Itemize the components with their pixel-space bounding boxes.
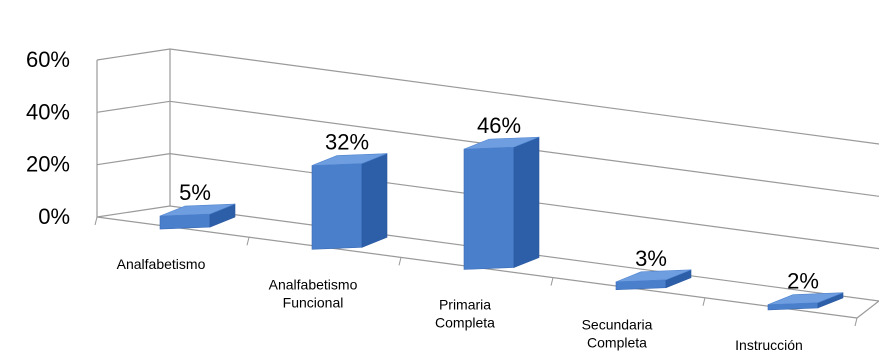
x-tick-mark (854, 317, 858, 327)
bar-side-face (513, 136, 540, 268)
x-tick-label: Analfabetismo Funcional (269, 276, 358, 310)
x-tick-mark (398, 257, 402, 266)
x-tick-label: Instrucción Superior (735, 337, 803, 358)
x-tick-label-line: Completa (435, 315, 495, 331)
data-label: 32% (325, 130, 369, 155)
bar-front-face (311, 163, 363, 250)
data-label: 46% (477, 113, 521, 138)
bars-layer (159, 136, 844, 311)
x-tick-mark (94, 216, 98, 226)
x-tick-label: Primaria Completa (435, 297, 495, 331)
x-tick-label-line: Primaria (439, 297, 491, 313)
y-tick-label: 20% (26, 152, 70, 177)
bar (767, 292, 844, 311)
x-tick-mark (246, 237, 250, 246)
data-label: 2% (787, 269, 819, 294)
bar (463, 136, 540, 270)
bar (159, 203, 236, 230)
y-axis-ticks: 0% 20% 40% 60% (26, 47, 70, 229)
data-label: 3% (635, 246, 667, 271)
bar-top-face (767, 292, 844, 305)
x-tick-label-line: Completa (587, 335, 647, 351)
data-labels-layer: 5% 32% 46% 3% 2% (179, 113, 819, 294)
x-tick-label-line: Analfabetismo (269, 276, 358, 292)
x-tick-label-line: Analfabetismo (117, 256, 206, 272)
bar (311, 153, 388, 250)
x-tick-label-line: Instrucción (735, 337, 803, 353)
bar-top-face (463, 136, 540, 150)
x-tick-mark (702, 297, 706, 306)
x-tick-label-line: Superior (743, 355, 796, 358)
bar-front-face (463, 146, 515, 270)
x-tick-label: Analfabetismo (117, 256, 206, 272)
floor-edge (856, 300, 879, 319)
bar-top-face (311, 153, 388, 166)
y-tick-label: 0% (38, 204, 70, 229)
bar-top-face (159, 203, 236, 217)
x-tick-mark (550, 277, 554, 286)
category-labels-layer: Analfabetismo Analfabetismo Funcional Prima… (117, 256, 803, 358)
bar (615, 269, 692, 291)
bar-front-face (159, 213, 211, 230)
x-tick-label-line: Secundaria (582, 317, 653, 333)
bar-top-face (615, 269, 692, 283)
y-tick-label: 40% (26, 99, 70, 124)
x-tick-label-line: Funcional (283, 294, 344, 310)
x-tick-label: Secundaria Completa (582, 317, 653, 351)
data-label: 5% (179, 180, 211, 205)
bar-side-face (361, 153, 388, 248)
y-tick-label: 60% (26, 47, 70, 72)
